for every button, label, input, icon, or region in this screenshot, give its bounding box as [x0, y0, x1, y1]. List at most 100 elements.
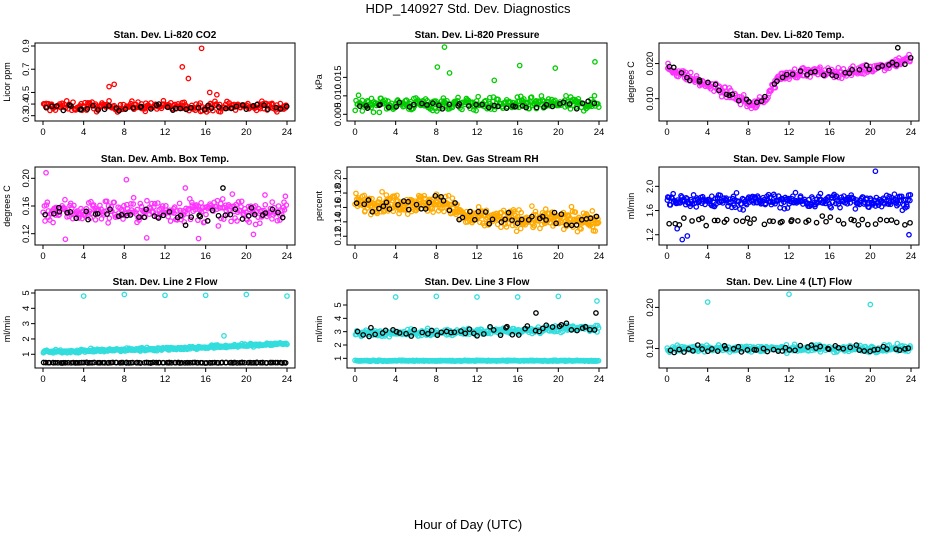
data-point — [166, 359, 173, 366]
data-point — [369, 208, 376, 215]
data-point — [555, 293, 562, 300]
data-point — [364, 105, 371, 111]
data-point — [215, 104, 222, 110]
data-point — [849, 66, 855, 73]
data-point — [907, 219, 913, 226]
data-point — [874, 346, 881, 353]
panel-title: Stan. Dev. Line 2 Flow — [113, 277, 218, 288]
data-point — [105, 219, 111, 226]
data-point — [753, 347, 760, 353]
data-point — [744, 347, 751, 353]
data-point — [42, 359, 49, 366]
x-tick-label: 4 — [705, 251, 710, 262]
y-tick-label: 0.20 — [645, 298, 656, 317]
data-point — [195, 235, 202, 242]
data-point — [846, 70, 853, 77]
y-tick-label: 0.20 — [21, 169, 32, 188]
data-point — [572, 209, 579, 216]
data-point — [797, 68, 804, 74]
data-point — [486, 94, 493, 101]
data-point — [360, 332, 367, 338]
data-point — [539, 325, 546, 332]
data-point — [144, 197, 150, 204]
data-point — [747, 220, 753, 227]
y-tick-label: 0.18 — [333, 184, 344, 203]
data-point — [184, 359, 191, 366]
data-point — [432, 192, 439, 199]
data-point — [376, 196, 383, 203]
data-point — [128, 200, 134, 207]
data-point — [137, 200, 144, 207]
data-point — [186, 206, 192, 212]
data-point — [402, 206, 409, 213]
data-point — [177, 105, 184, 112]
data-point — [486, 220, 493, 227]
data-point — [536, 328, 543, 335]
data-point — [513, 228, 520, 235]
data-point — [106, 215, 113, 221]
data-point — [204, 218, 211, 224]
data-point — [473, 101, 479, 108]
data-point — [257, 359, 264, 366]
data-point — [243, 291, 250, 298]
x-tick-label: 16 — [512, 127, 523, 138]
data-point — [391, 193, 398, 199]
data-point — [579, 325, 586, 332]
data-point — [495, 103, 501, 110]
data-point — [121, 202, 127, 209]
data-point — [594, 298, 600, 304]
x-tick-label: 8 — [434, 251, 439, 262]
data-point — [211, 359, 218, 366]
x-axis-label: Hour of Day (UTC) — [413, 517, 523, 532]
data-point — [482, 209, 489, 215]
data-point — [445, 192, 452, 199]
y-tick-label: 4 — [333, 316, 344, 321]
data-point — [383, 199, 390, 206]
y-tick-label: 3 — [21, 321, 32, 326]
y-tick-label: 0.010 — [645, 87, 656, 111]
data-point — [699, 346, 705, 352]
data-point — [666, 220, 673, 227]
data-point — [215, 212, 222, 219]
data-point — [497, 332, 504, 339]
data-point — [578, 226, 584, 232]
data-point — [195, 104, 202, 111]
data-point — [694, 342, 701, 348]
data-point — [261, 102, 267, 109]
data-point — [429, 100, 436, 107]
data-point — [250, 231, 257, 238]
data-point — [129, 98, 135, 105]
data-point — [529, 213, 535, 220]
data-point — [111, 81, 118, 88]
data-point — [434, 332, 441, 339]
data-point — [214, 91, 220, 98]
data-point — [148, 106, 154, 112]
data-point — [130, 194, 137, 201]
x-tick-label: 4 — [81, 127, 86, 138]
data-point — [542, 206, 549, 212]
data-point — [524, 323, 531, 329]
data-point — [154, 200, 161, 206]
data-point — [889, 59, 896, 66]
data-point — [179, 64, 186, 70]
data-point — [902, 222, 908, 228]
y-axis-label: ml/min — [2, 316, 12, 343]
data-point — [377, 101, 384, 108]
data-point — [477, 219, 483, 226]
x-tick-label: 0 — [40, 251, 45, 262]
data-point — [779, 218, 785, 225]
data-point — [164, 104, 171, 111]
data-point — [393, 328, 400, 335]
data-point — [686, 77, 693, 84]
y-tick-label: 0.4 — [21, 97, 32, 110]
data-point — [736, 97, 742, 104]
data-point — [277, 106, 284, 112]
data-point — [198, 45, 205, 52]
data-point — [201, 106, 208, 113]
y-tick-label: 0.7 — [21, 63, 32, 76]
data-point — [479, 101, 486, 108]
data-point — [498, 224, 504, 231]
data-point — [827, 214, 834, 220]
x-tick-label: 20 — [865, 251, 876, 262]
data-point — [254, 101, 260, 108]
